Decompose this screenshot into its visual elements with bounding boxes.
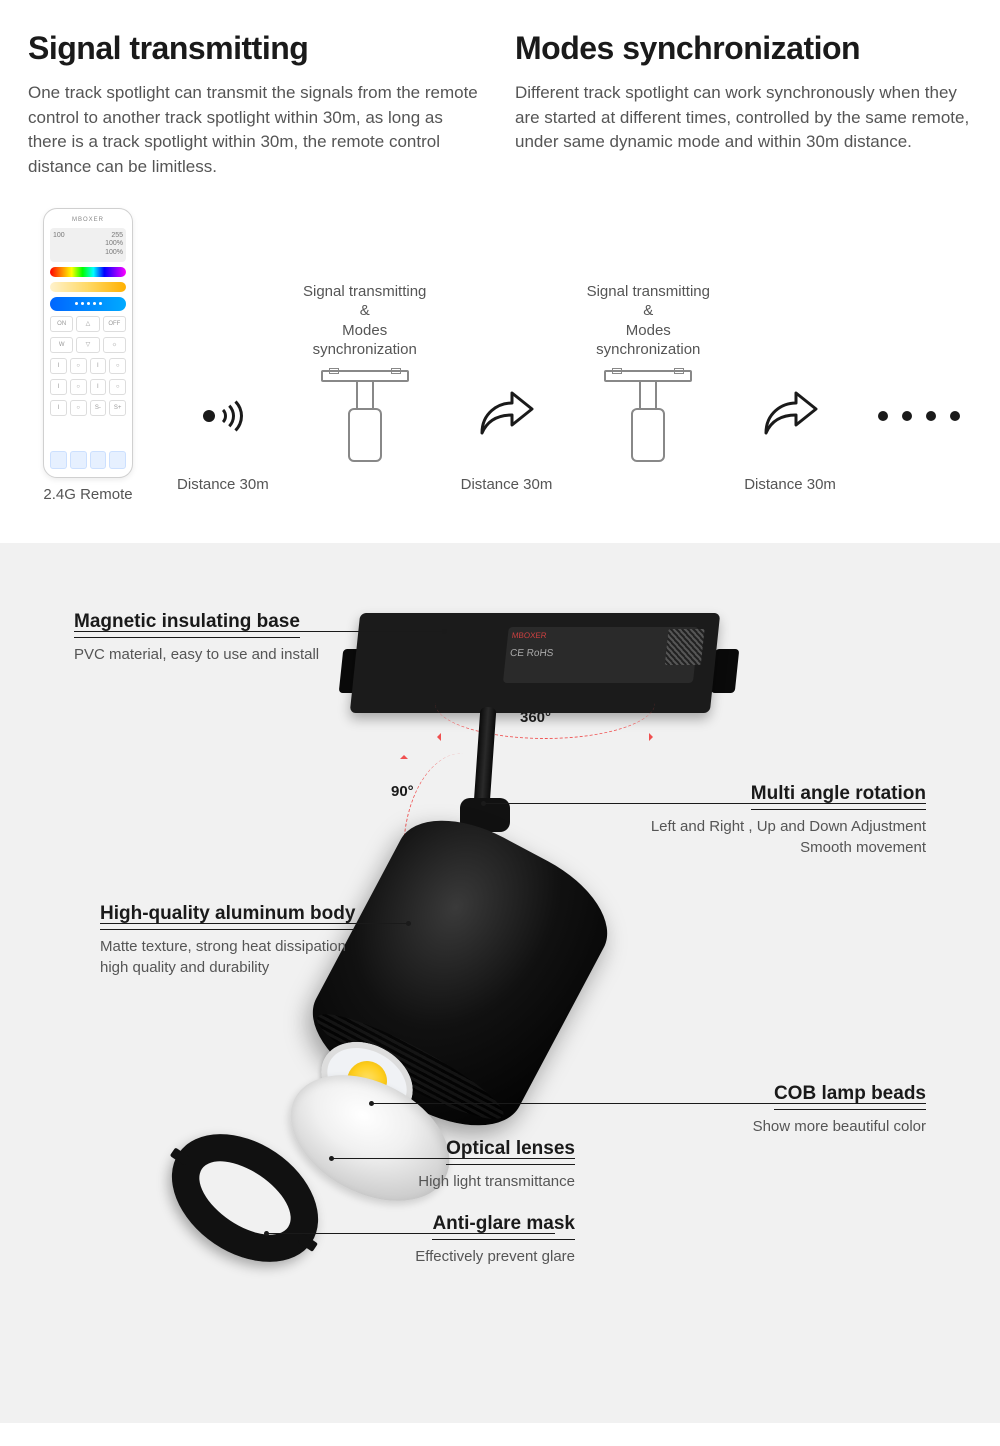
body-title: High-quality aluminum body [100, 903, 355, 930]
more-dots [865, 320, 972, 503]
remote-screen: 100255 100% 100% [50, 228, 126, 262]
cob-title: COB lamp beads [774, 1083, 926, 1110]
callout-mask: Anti-glare mask Effectively prevent glar… [385, 1213, 575, 1267]
features-section: MBOXERCE RoHS 360° 90° Magnetic insulati… [0, 543, 1000, 1423]
ellipsis-icon [878, 411, 960, 421]
rotation-desc: Left and Right , Up and Down Adjustment … [626, 816, 926, 858]
arrow-2: Distance 30m [723, 320, 857, 503]
deg-90-label: 90° [391, 783, 414, 800]
leader-rotation [482, 803, 926, 804]
magnetic-desc: PVC material, easy to use and install [74, 644, 374, 665]
remote-brand: MBOXER [50, 217, 126, 223]
distance-1: Distance 30m [156, 476, 290, 493]
forward-arrow-icon [440, 366, 574, 466]
leader-magnetic [74, 631, 446, 632]
leader-body [100, 923, 410, 924]
rotation-title: Multi angle rotation [751, 783, 926, 810]
modes-column: Modes synchronization Different track sp… [515, 30, 972, 180]
mask-title: Anti-glare mask [432, 1213, 575, 1240]
forward-arrow-icon [723, 366, 857, 466]
magnetic-title: Magnetic insulating base [74, 611, 300, 638]
slider-strip-icon [50, 297, 126, 311]
remote-caption: 2.4G Remote [28, 486, 148, 503]
mask-desc: Effectively prevent glare [385, 1246, 575, 1267]
top-section: Signal transmitting One track spotlight … [0, 0, 1000, 543]
distance-2: Distance 30m [440, 476, 574, 493]
lens-desc: High light transmittance [385, 1171, 575, 1192]
modes-title: Modes synchronization [515, 30, 972, 67]
signal-column: Signal transmitting One track spotlight … [28, 30, 485, 180]
transmission-diagram: MBOXER 100255 100% 100% ON△OFF W▽☼ I○I○ … [28, 208, 972, 503]
signal-title: Signal transmitting [28, 30, 485, 67]
spotlight-2: Signal transmitting & Modes synchronizat… [581, 320, 715, 503]
sync-label-1: Signal transmitting & Modes synchronizat… [298, 320, 432, 360]
distance-3: Distance 30m [723, 476, 857, 493]
body-desc: Matte texture, strong heat dissipation h… [100, 936, 400, 978]
leader-cob [370, 1103, 926, 1104]
deg-360-label: 360° [520, 709, 551, 726]
callout-magnetic: Magnetic insulating base PVC material, e… [74, 611, 374, 665]
lens-title: Optical lenses [446, 1138, 575, 1165]
callout-body: High-quality aluminum body Matte texture… [100, 903, 400, 978]
tracklight-icon [321, 370, 409, 462]
callout-lens: Optical lenses High light transmittance [385, 1138, 575, 1192]
tracklight-icon [604, 370, 692, 462]
rgb-strip-icon [50, 267, 126, 277]
leader-lens [330, 1158, 575, 1159]
remote-column: MBOXER 100255 100% 100% ON△OFF W▽☼ I○I○ … [28, 208, 148, 503]
sync-label-2: Signal transmitting & Modes synchronizat… [581, 320, 715, 360]
modes-body: Different track spotlight can work synch… [515, 81, 972, 155]
broadcast-icon [203, 394, 243, 438]
leader-mask [265, 1233, 555, 1234]
cob-desc: Show more beautiful color [686, 1116, 926, 1137]
arrow-1: Distance 30m [440, 320, 574, 503]
warm-strip-icon [50, 282, 126, 292]
callout-cob: COB lamp beads Show more beautiful color [686, 1083, 926, 1137]
wifi-column: Distance 30m [156, 320, 290, 503]
remote-illustration: MBOXER 100255 100% 100% ON△OFF W▽☼ I○I○ … [43, 208, 133, 478]
callout-rotation: Multi angle rotation Left and Right , Up… [626, 783, 926, 858]
spotlight-1: Signal transmitting & Modes synchronizat… [298, 320, 432, 503]
signal-body: One track spotlight can transmit the sig… [28, 81, 485, 180]
